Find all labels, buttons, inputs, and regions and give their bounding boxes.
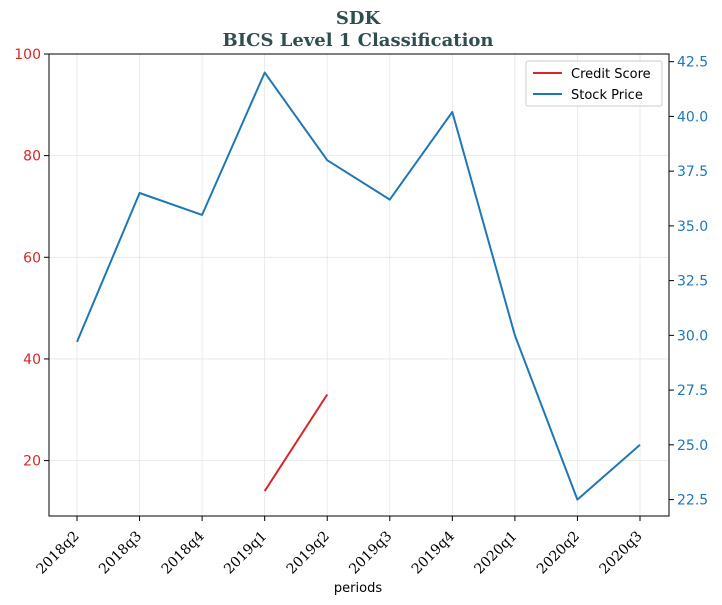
x-tick-label: 2019q2: [284, 528, 333, 577]
x-tick-label: 2019q1: [221, 528, 270, 577]
x-tick-label: 2020q3: [596, 528, 645, 577]
series-line-stock-price: [76, 71, 641, 501]
legend: Credit Score Stock Price: [525, 60, 663, 107]
legend-label-stock-price: Stock Price: [571, 88, 643, 103]
chart-title: SDK: [336, 8, 382, 29]
x-tick-label: 2018q2: [33, 528, 82, 577]
grid: [49, 53, 669, 516]
right-tick-label: 30.0: [677, 328, 708, 344]
right-tick-label: 25.0: [677, 438, 708, 454]
right-tick-label: 37.5: [677, 164, 708, 180]
x-tick-label: 2018q3: [96, 528, 145, 577]
left-tick-label: 100: [14, 47, 41, 63]
left-tick-label: 20: [23, 454, 41, 470]
chart-subtitle: BICS Level 1 Classification: [222, 30, 493, 51]
right-tick-label: 32.5: [677, 274, 708, 290]
plot-frame: [48, 53, 670, 517]
legend-label-credit-score: Credit Score: [571, 67, 651, 82]
right-tick-label: 42.5: [677, 55, 708, 71]
x-tick-label: 2018q4: [159, 528, 208, 577]
series-layer: [76, 71, 641, 501]
right-y-axis: 22.5 25.0 27.5 30.0 32.5 35.0 37.5 40.0 42.5: [669, 55, 708, 509]
x-axis: 2018q2 2018q3 2018q4 2019q1 2019q2 2019q3 2019…: [33, 516, 646, 577]
x-tick-label: 2020q2: [534, 528, 583, 577]
x-tick-label: 2019q3: [346, 528, 395, 577]
x-tick-label: 2020q1: [471, 528, 520, 577]
right-tick-label: 22.5: [677, 493, 708, 509]
x-tick-label: 2019q4: [409, 528, 458, 577]
left-tick-label: 40: [23, 352, 41, 368]
right-tick-label: 35.0: [677, 219, 708, 235]
left-tick-label: 80: [23, 149, 41, 165]
x-axis-label: periods: [334, 581, 382, 596]
left-y-axis: 20 40 60 80 100: [14, 47, 49, 470]
right-tick-label: 40.0: [677, 109, 708, 125]
left-tick-label: 60: [23, 250, 41, 266]
series-line-credit-score: [263, 393, 329, 492]
right-tick-label: 27.5: [677, 383, 708, 399]
